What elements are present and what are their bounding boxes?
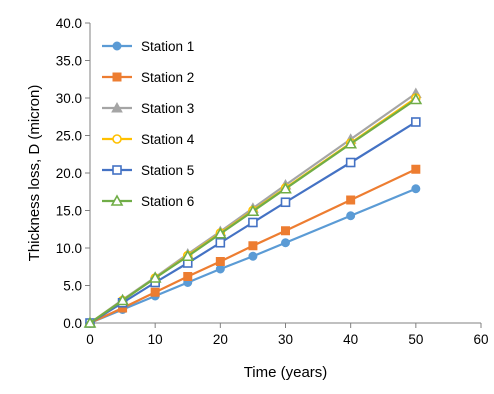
x-tick-label: 50 <box>408 332 423 347</box>
data-point-station-2 <box>150 287 160 297</box>
data-point-station-2 <box>215 257 225 266</box>
data-point-station-6 <box>409 92 423 105</box>
legend-item-station-3: Station 3 <box>102 101 194 116</box>
data-point-station-5 <box>345 157 356 168</box>
legend-label: Station 4 <box>141 132 195 147</box>
y-tick-label: 30.0 <box>56 91 82 106</box>
x-tick-label: 30 <box>278 332 293 347</box>
legend-marker <box>112 41 122 51</box>
x-axis-title: Time (years) <box>244 364 328 381</box>
data-point-station-2 <box>346 195 356 205</box>
y-tick-label: 25.0 <box>56 129 82 144</box>
legend-marker <box>112 72 122 82</box>
series-station-2 <box>85 164 421 328</box>
legend-label: Station 3 <box>141 101 194 116</box>
data-point-station-6 <box>148 271 162 283</box>
data-point-station-1 <box>281 238 290 248</box>
data-point-station-2 <box>248 241 258 251</box>
x-tick-label: 20 <box>213 332 228 347</box>
data-point-station-1 <box>248 251 258 261</box>
y-tick-label: 35.0 <box>56 54 82 69</box>
data-point-station-5 <box>280 197 291 208</box>
data-point-station-6 <box>246 204 260 217</box>
data-point-station-5 <box>411 117 421 127</box>
legend-item-station-2: Station 2 <box>102 70 194 85</box>
legend-label: Station 1 <box>141 39 194 54</box>
y-tick-label: 10.0 <box>56 241 82 256</box>
data-point-station-1 <box>411 184 421 194</box>
legend-marker <box>110 194 124 206</box>
data-point-station-1 <box>346 211 356 221</box>
y-tick-label: 40.0 <box>56 16 82 31</box>
data-point-station-6 <box>279 182 292 194</box>
data-point-station-1 <box>215 264 225 274</box>
y-tick-label: 20.0 <box>56 166 82 181</box>
legend-marker <box>111 101 123 113</box>
legend-item-station-5: Station 5 <box>102 163 194 178</box>
x-tick-label: 40 <box>343 332 358 347</box>
axes: 0.0 5.0 10.0 15.0 20.0 25.0 30.0 35.0 40.0 0 10 20 3… <box>56 16 489 347</box>
data-point-station-2 <box>281 226 290 236</box>
x-tick-label: 60 <box>473 332 488 347</box>
legend: Station 1 Station 2 Station 3 Station 4 Stat… <box>102 39 195 209</box>
data-point-station-6 <box>181 249 195 262</box>
data-point-station-5 <box>248 217 258 228</box>
y-tick-label: 15.0 <box>56 204 82 219</box>
legend-item-station-1: Station 1 <box>102 39 194 54</box>
x-tick-label: 0 <box>86 332 94 347</box>
data-point-station-2 <box>411 164 421 174</box>
legend-label: Station 6 <box>141 194 194 209</box>
data-point-station-5 <box>215 237 226 248</box>
legend-label: Station 5 <box>141 163 194 178</box>
y-axis-title: Thickness loss, D (micron) <box>26 85 43 262</box>
data-point-station-6 <box>344 137 358 149</box>
y-tick-label: 5.0 <box>63 279 82 294</box>
legend-item-station-6: Station 6 <box>102 194 194 209</box>
x-tick-label: 10 <box>148 332 163 347</box>
data-point-station-2 <box>183 272 193 281</box>
data-point-station-6 <box>83 316 97 328</box>
data-point-station-6 <box>116 293 129 306</box>
data-point-station-6 <box>213 227 227 239</box>
series-station-6 <box>83 92 423 328</box>
y-tick-label: 0.0 <box>63 316 82 331</box>
legend-marker <box>112 134 122 144</box>
legend-item-station-4: Station 4 <box>102 132 195 147</box>
legend-marker <box>112 165 122 175</box>
series-layer <box>83 87 423 328</box>
legend-label: Station 2 <box>141 70 194 85</box>
